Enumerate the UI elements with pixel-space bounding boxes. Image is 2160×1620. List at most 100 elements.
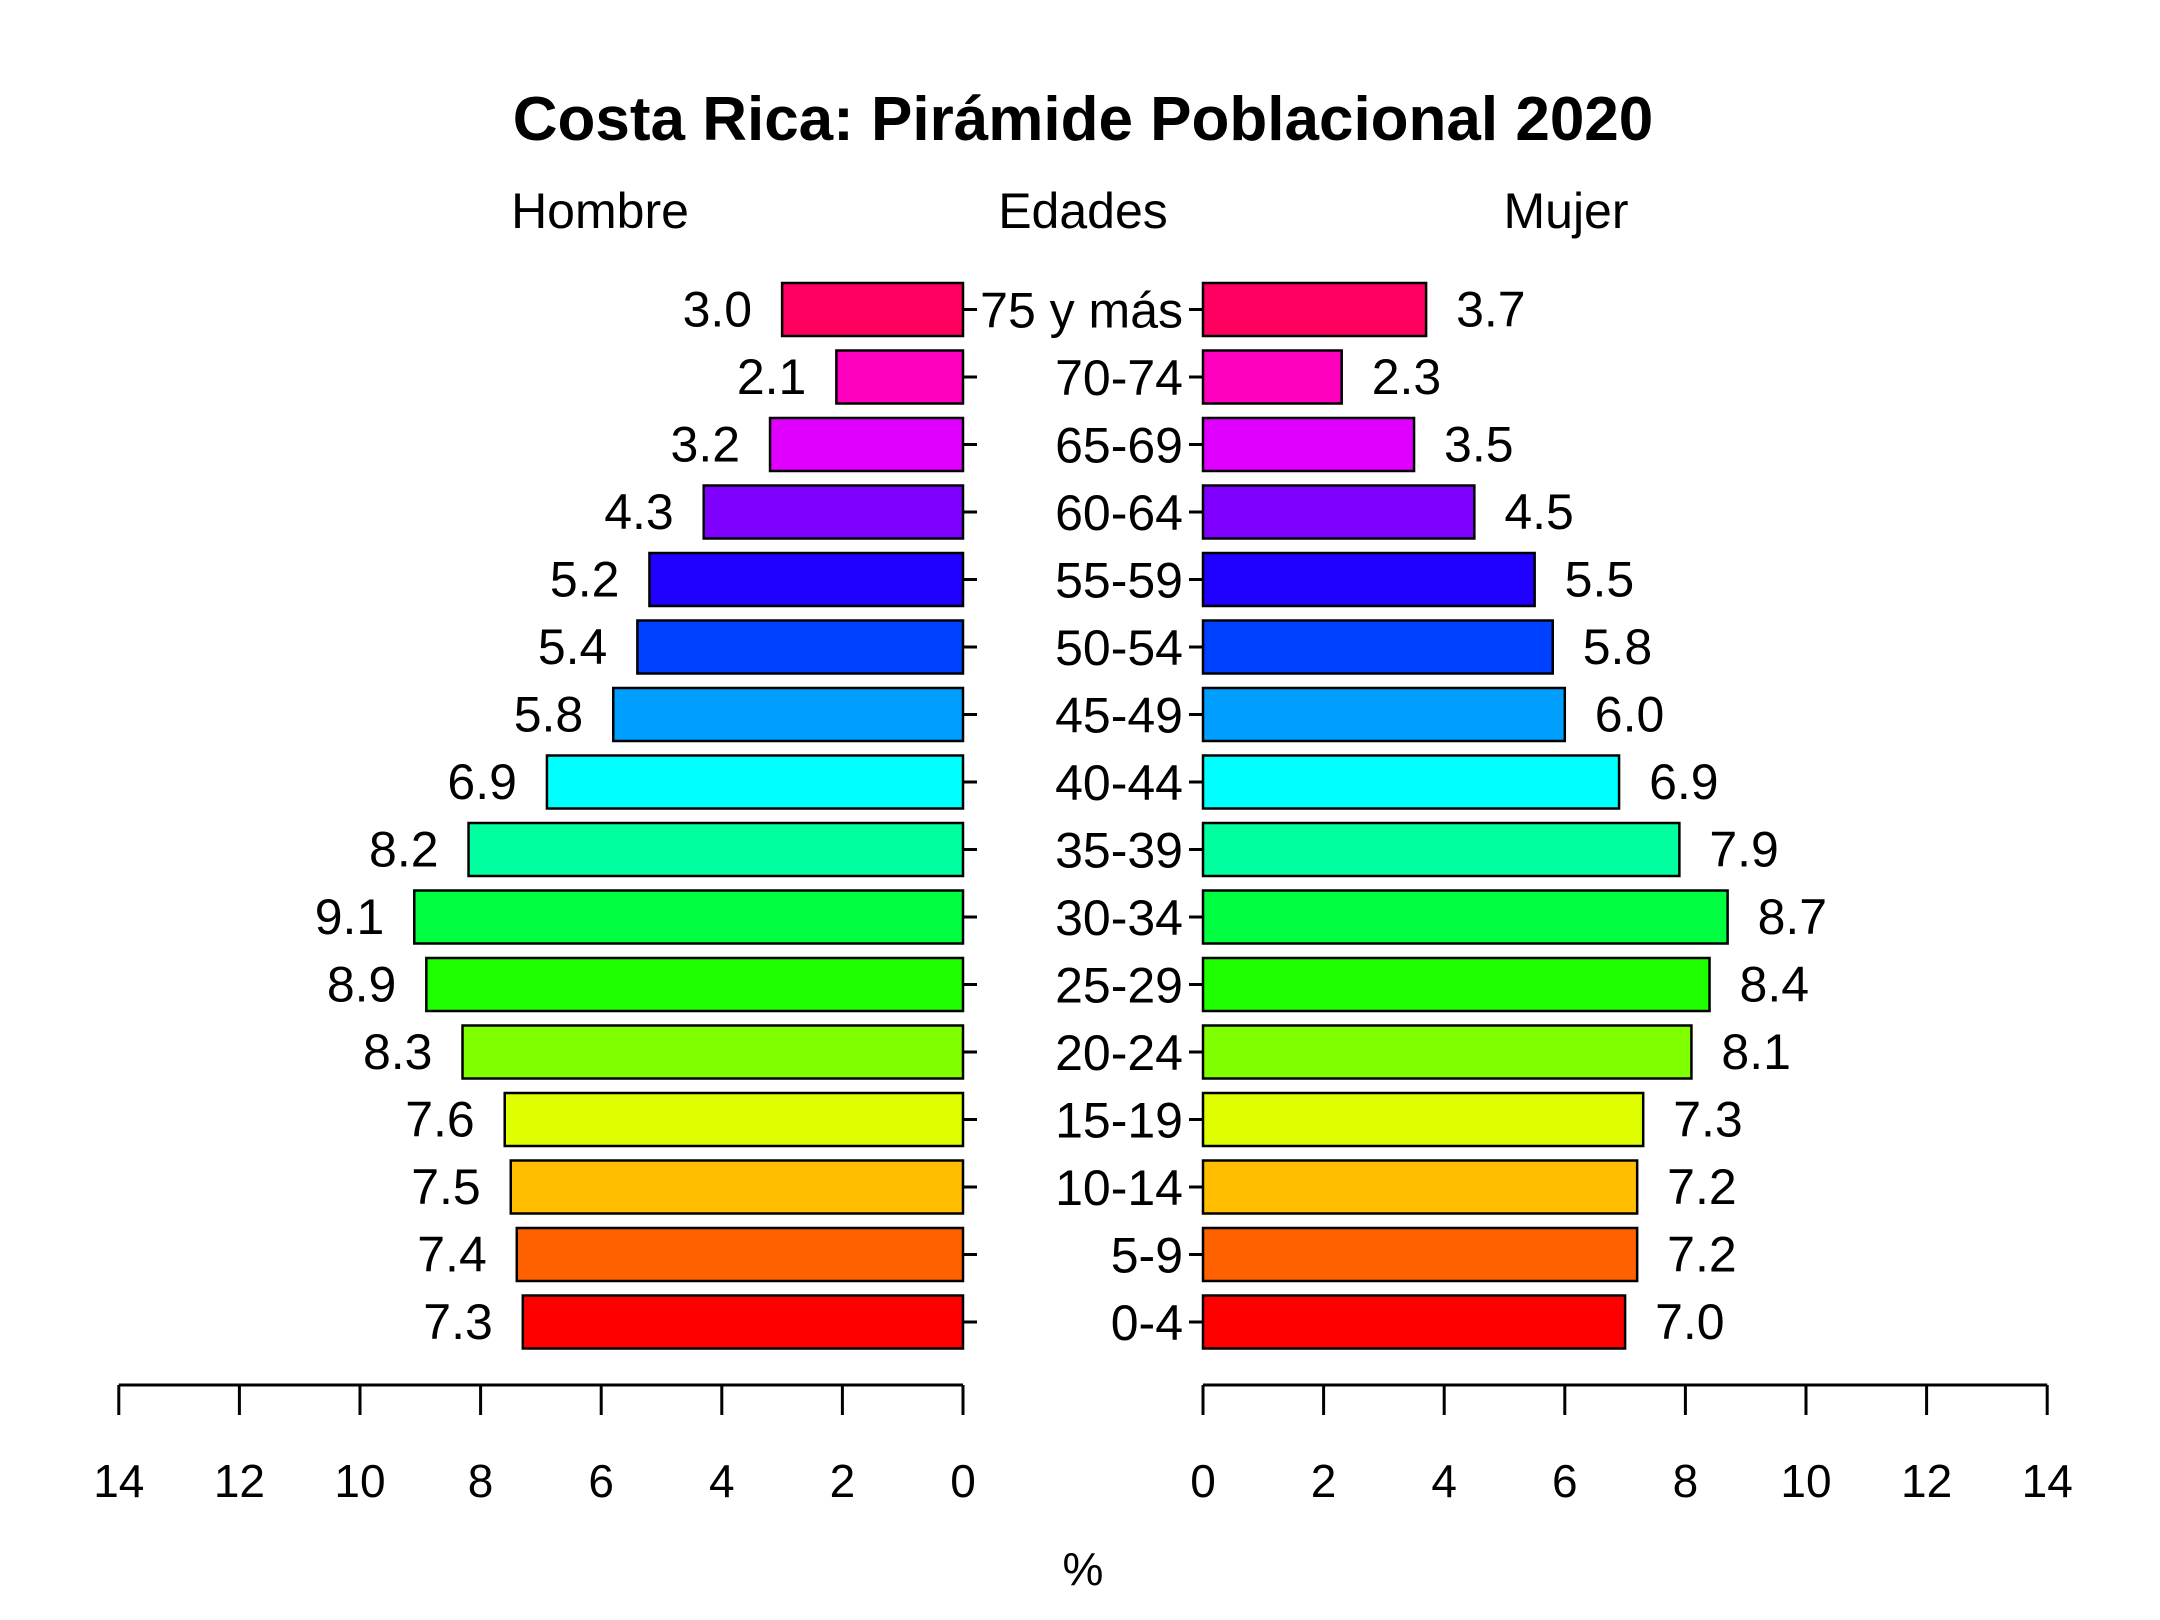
age-label-45-49: 45-49 bbox=[1055, 688, 1183, 744]
center-header-edades: Edades bbox=[998, 183, 1168, 239]
x-tick-label-right-8: 8 bbox=[1673, 1455, 1699, 1507]
value-label-mujer-60-64: 4.5 bbox=[1504, 484, 1574, 540]
bar-hombre-65-69 bbox=[768, 416, 965, 473]
x-tick-label-left-8: 8 bbox=[468, 1455, 494, 1507]
bar-hombre-50-54 bbox=[636, 619, 965, 675]
bar-hombre-70-74 bbox=[835, 349, 965, 405]
value-label-mujer-40-44: 6.9 bbox=[1649, 754, 1719, 810]
bar-mujer-35-39 bbox=[1201, 821, 1681, 878]
value-label-hombre-45-49: 5.8 bbox=[514, 687, 584, 743]
bar-hombre-10-14 bbox=[509, 1159, 965, 1215]
age-label-15-19: 15-19 bbox=[1055, 1093, 1183, 1149]
x-tick-label-right-4: 4 bbox=[1431, 1455, 1457, 1507]
x-tick-label-left-4: 4 bbox=[709, 1455, 735, 1507]
chart-title: Costa Rica: Pirámide Poblacional 2020 bbox=[513, 85, 1654, 154]
bar-mujer-15-19 bbox=[1201, 1091, 1645, 1148]
mujer-bars bbox=[1201, 281, 1729, 1350]
bar-hombre-15-19 bbox=[503, 1091, 965, 1148]
x-tick-label-left-12: 12 bbox=[214, 1455, 265, 1507]
x-axis-label: % bbox=[1063, 1543, 1104, 1595]
value-label-mujer-70-74: 2.3 bbox=[1372, 349, 1442, 405]
x-tick-label-left-10: 10 bbox=[334, 1455, 385, 1507]
age-label-10-14: 10-14 bbox=[1055, 1160, 1183, 1216]
value-label-hombre-5-9: 7.4 bbox=[417, 1227, 487, 1283]
value-label-hombre-35-39: 8.2 bbox=[369, 822, 439, 878]
value-label-hombre-20-24: 8.3 bbox=[363, 1024, 433, 1080]
bar-hombre-35-39 bbox=[467, 821, 965, 878]
value-label-mujer-15-19: 7.3 bbox=[1673, 1092, 1743, 1148]
age-label-40-44: 40-44 bbox=[1055, 755, 1183, 811]
hombre-bars bbox=[413, 281, 965, 1350]
value-label-mujer-10-14: 7.2 bbox=[1667, 1159, 1737, 1215]
age-label-65-69: 65-69 bbox=[1055, 418, 1183, 474]
age-label-55-59: 55-59 bbox=[1055, 553, 1183, 609]
value-label-mujer-0-4: 7.0 bbox=[1655, 1294, 1725, 1350]
value-label-mujer-5-9: 7.2 bbox=[1667, 1227, 1737, 1283]
age-label-35-39: 35-39 bbox=[1055, 823, 1183, 879]
value-label-hombre-10-14: 7.5 bbox=[411, 1159, 481, 1215]
value-label-mujer-25-29: 8.4 bbox=[1740, 957, 1810, 1013]
x-tick-label-left-6: 6 bbox=[588, 1455, 614, 1507]
value-labels: 7.3 7.0 7.4 7.2 7.5 7.2 7.6 7.3 8.3 8.1 8.9 8.4 9.1 8… bbox=[315, 282, 1827, 1351]
age-label-30-34: 30-34 bbox=[1055, 890, 1183, 946]
bar-hombre-25-29 bbox=[425, 956, 965, 1013]
value-label-mujer-45-49: 6.0 bbox=[1595, 687, 1665, 743]
left-header-hombre: Hombre bbox=[511, 183, 689, 239]
value-label-mujer-75-y-más: 3.7 bbox=[1456, 282, 1526, 338]
right-header-mujer: Mujer bbox=[1503, 183, 1628, 239]
value-label-hombre-0-4: 7.3 bbox=[423, 1294, 493, 1350]
bar-mujer-10-14 bbox=[1201, 1159, 1639, 1215]
bar-mujer-0-4 bbox=[1201, 1294, 1627, 1350]
age-label-70-74: 70-74 bbox=[1055, 350, 1183, 406]
bar-mujer-30-34 bbox=[1201, 889, 1729, 945]
value-label-hombre-40-44: 6.9 bbox=[447, 754, 517, 810]
bar-mujer-60-64 bbox=[1201, 484, 1476, 540]
bar-hombre-40-44 bbox=[545, 754, 965, 810]
x-tick-label-right-6: 6 bbox=[1552, 1455, 1578, 1507]
x-tick-label-right-12: 12 bbox=[1901, 1455, 1952, 1507]
x-tick-label-right-2: 2 bbox=[1311, 1455, 1337, 1507]
value-label-mujer-20-24: 8.1 bbox=[1721, 1024, 1791, 1080]
bar-hombre-30-34 bbox=[413, 889, 965, 945]
value-label-hombre-25-29: 8.9 bbox=[327, 957, 397, 1013]
bar-mujer-5-9 bbox=[1201, 1226, 1639, 1283]
age-label-20-24: 20-24 bbox=[1055, 1025, 1183, 1081]
value-label-hombre-75-y-más: 3.0 bbox=[683, 282, 753, 338]
value-label-hombre-15-19: 7.6 bbox=[405, 1092, 475, 1148]
bar-hombre-20-24 bbox=[461, 1024, 965, 1080]
value-label-mujer-65-69: 3.5 bbox=[1444, 417, 1514, 473]
bar-mujer-55-59 bbox=[1201, 551, 1536, 608]
age-label-0-4: 0-4 bbox=[1111, 1295, 1183, 1351]
x-tick-label-right-0: 0 bbox=[1190, 1455, 1216, 1507]
bar-mujer-40-44 bbox=[1201, 754, 1621, 810]
bar-hombre-0-4 bbox=[521, 1294, 965, 1350]
bar-mujer-70-74 bbox=[1201, 349, 1343, 405]
bar-mujer-45-49 bbox=[1201, 686, 1567, 743]
value-label-mujer-35-39: 7.9 bbox=[1709, 822, 1779, 878]
age-label-50-54: 50-54 bbox=[1055, 620, 1183, 676]
value-label-hombre-30-34: 9.1 bbox=[315, 889, 385, 945]
age-label-25-29: 25-29 bbox=[1055, 958, 1183, 1014]
bar-mujer-65-69 bbox=[1201, 416, 1416, 473]
value-label-hombre-70-74: 2.1 bbox=[737, 349, 807, 405]
value-label-hombre-50-54: 5.4 bbox=[538, 619, 608, 675]
x-tick-label-left-2: 2 bbox=[830, 1455, 856, 1507]
bar-mujer-20-24 bbox=[1201, 1024, 1693, 1080]
value-label-hombre-65-69: 3.2 bbox=[671, 417, 741, 473]
bar-hombre-55-59 bbox=[648, 551, 965, 608]
x-tick-label-right-14: 14 bbox=[2022, 1455, 2073, 1507]
bar-mujer-50-54 bbox=[1201, 619, 1554, 675]
bar-hombre-5-9 bbox=[515, 1226, 965, 1283]
x-tick-label-left-14: 14 bbox=[93, 1455, 144, 1507]
value-label-hombre-60-64: 4.3 bbox=[604, 484, 674, 540]
x-tick-label-left-0: 0 bbox=[950, 1455, 976, 1507]
bar-mujer-75-y-más bbox=[1201, 281, 1428, 338]
value-label-mujer-50-54: 5.8 bbox=[1583, 619, 1653, 675]
bar-hombre-60-64 bbox=[702, 484, 965, 540]
value-label-mujer-30-34: 8.7 bbox=[1758, 889, 1828, 945]
age-label-5-9: 5-9 bbox=[1111, 1228, 1183, 1284]
age-label-75-y-más: 75 y más bbox=[980, 283, 1183, 339]
value-label-hombre-55-59: 5.2 bbox=[550, 552, 620, 608]
value-label-mujer-55-59: 5.5 bbox=[1565, 552, 1635, 608]
